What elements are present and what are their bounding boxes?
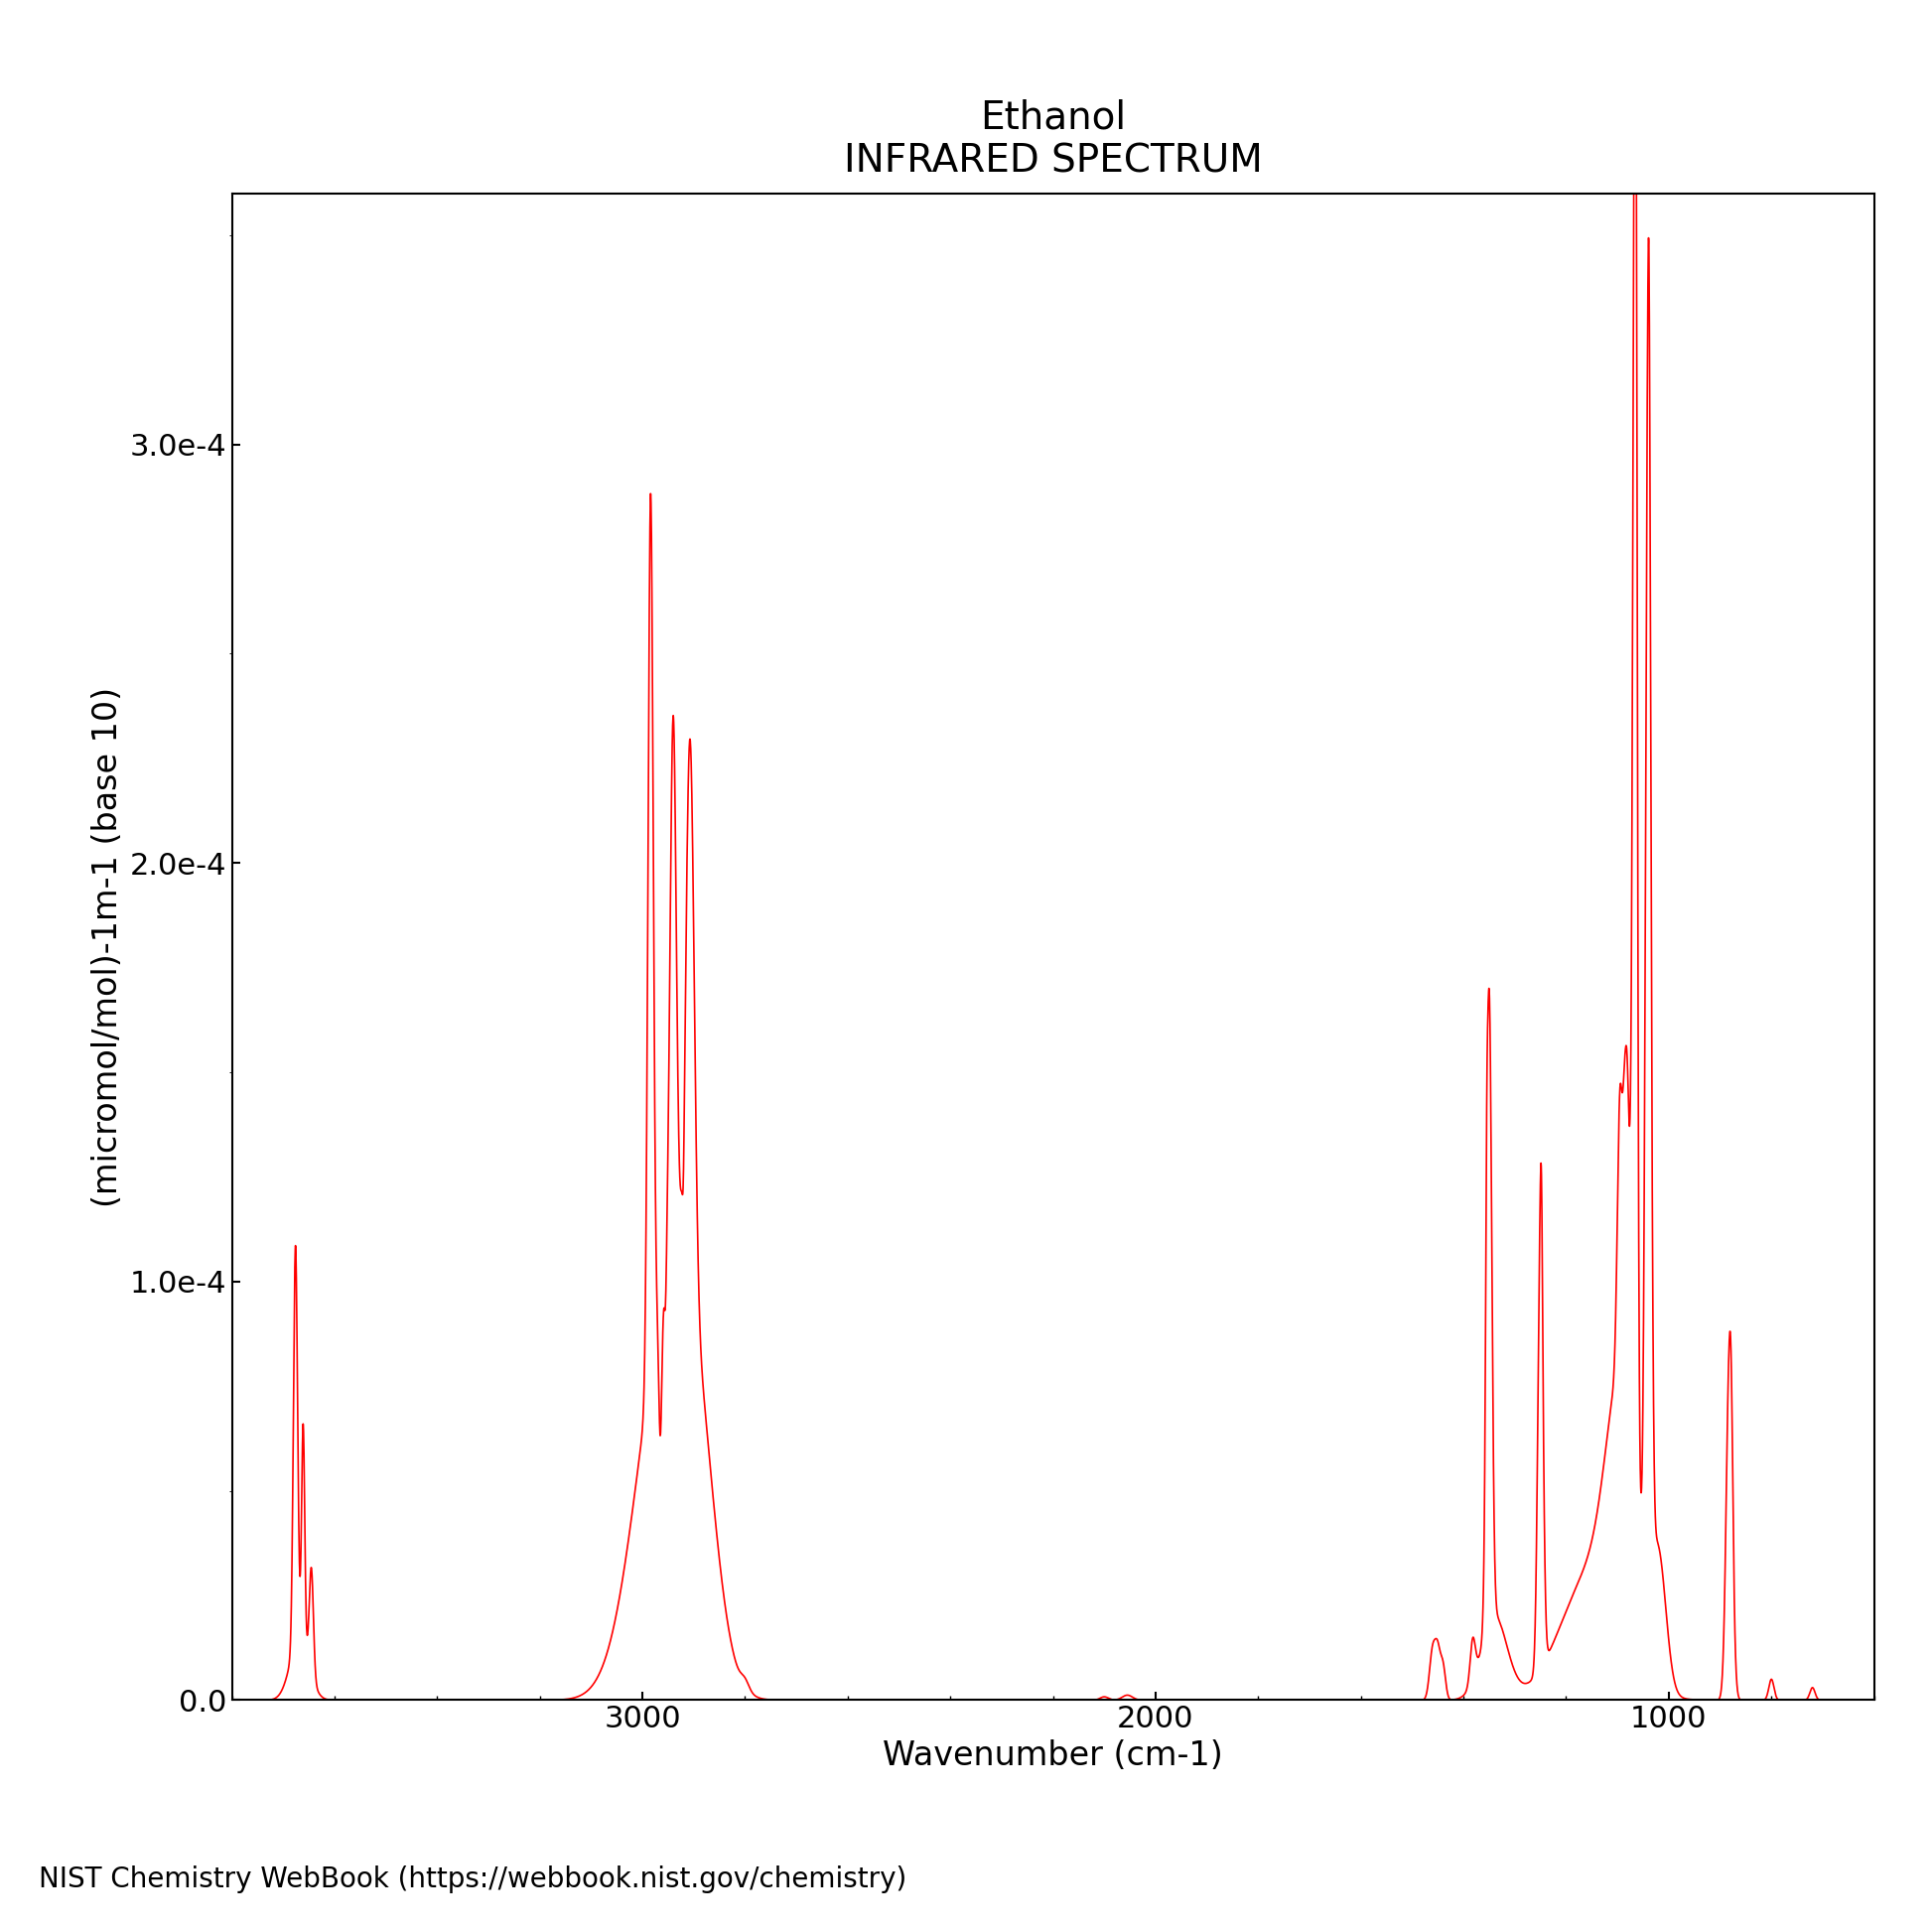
Y-axis label: (micromol/mol)-1m-1 (base 10): (micromol/mol)-1m-1 (base 10) bbox=[93, 686, 124, 1208]
Title: Ethanol
INFRARED SPECTRUM: Ethanol INFRARED SPECTRUM bbox=[844, 99, 1262, 180]
X-axis label: Wavenumber (cm-1): Wavenumber (cm-1) bbox=[883, 1739, 1223, 1772]
Text: NIST Chemistry WebBook (https://webbook.nist.gov/chemistry): NIST Chemistry WebBook (https://webbook.… bbox=[39, 1866, 906, 1893]
